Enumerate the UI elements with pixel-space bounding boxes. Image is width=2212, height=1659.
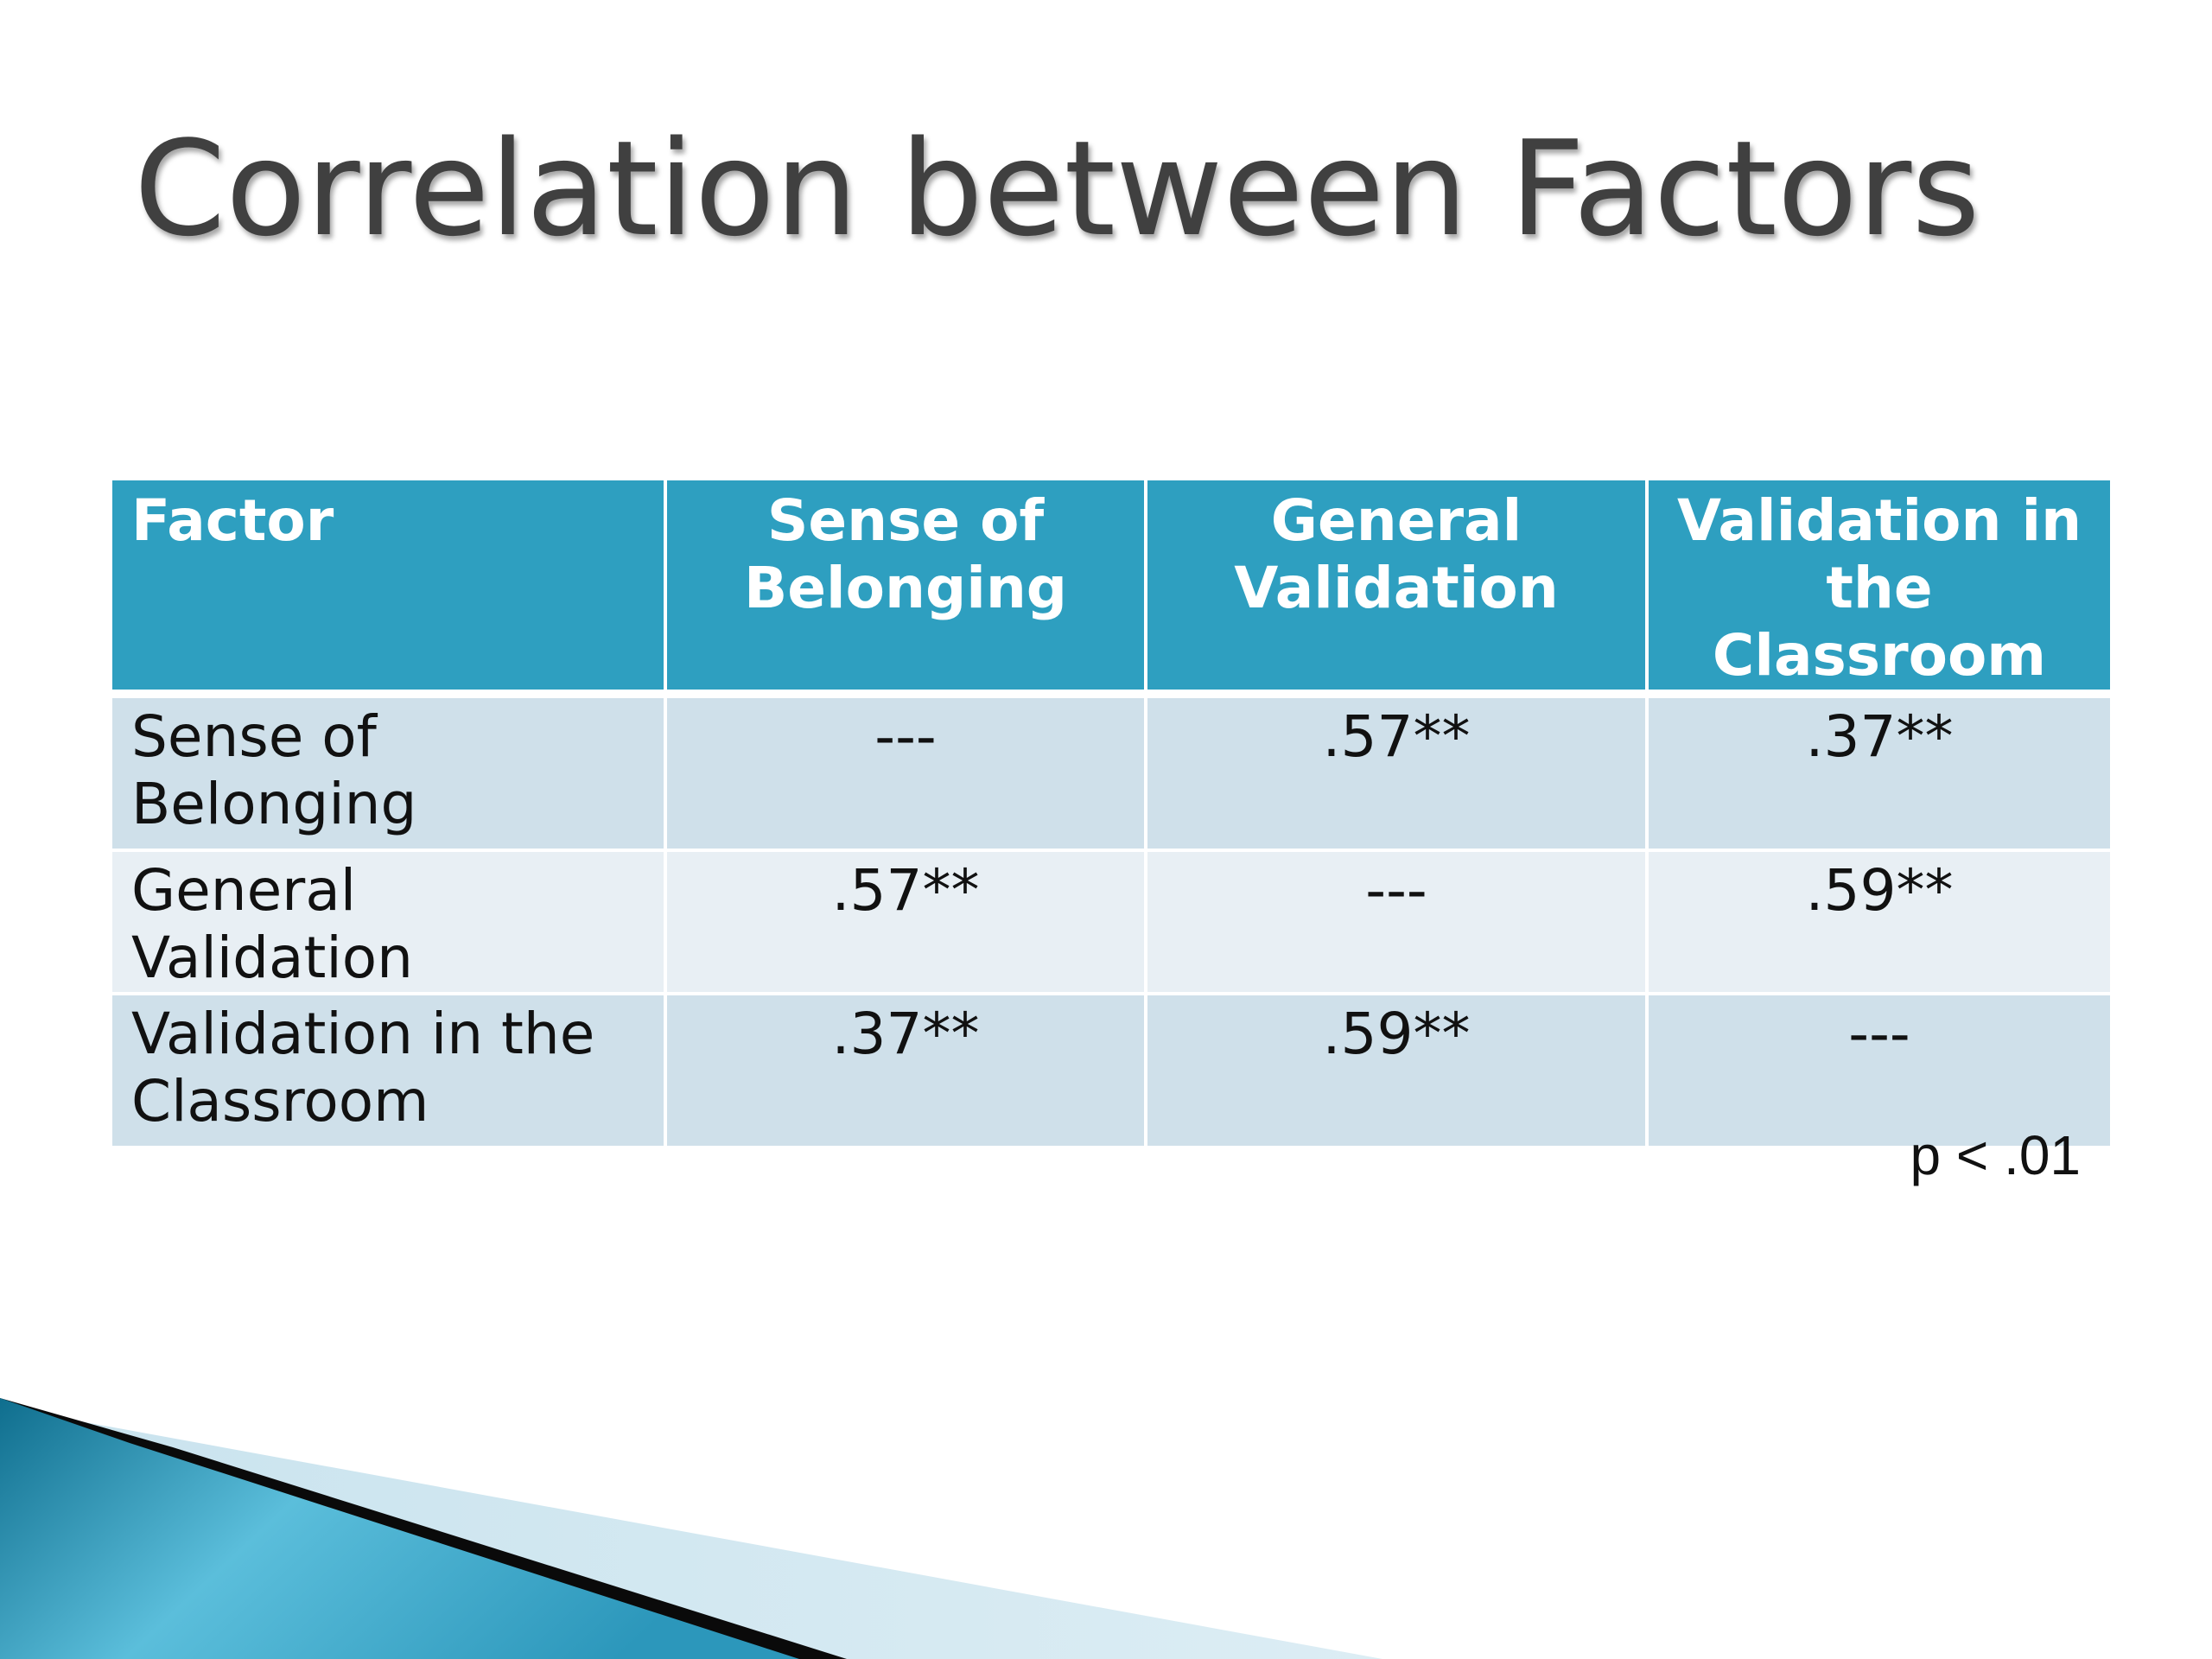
slide-title: Correlation between Factors	[134, 112, 1980, 265]
header-factor: Factor	[112, 480, 667, 698]
black-swoosh-shape	[0, 1398, 847, 1659]
table-cell: .37**	[1647, 694, 2110, 852]
significance-footnote: p < .01	[1910, 1124, 2082, 1186]
header-general-validation: General Validation	[1146, 480, 1649, 698]
table-cell: .59**	[1647, 850, 2110, 995]
table-cell: ---	[665, 694, 1147, 852]
table-row: General Validation .57** --- .59**	[112, 850, 2110, 995]
row-label: Sense of Belonging	[112, 694, 667, 852]
table-cell: ---	[1647, 994, 2110, 1149]
table-cell: .57**	[665, 850, 1147, 995]
table-row: Validation in the Classroom .37** .59** …	[112, 994, 2110, 1149]
pale-swoosh-shape	[0, 1407, 1382, 1659]
correlation-table: Factor Sense of Belonging General Valida…	[112, 480, 2110, 1149]
row-label: Validation in the Classroom	[112, 994, 667, 1149]
header-validation-in-classroom: Validation in the Classroom	[1647, 480, 2110, 698]
teal-swoosh-shape	[0, 1398, 799, 1659]
row-label: General Validation	[112, 850, 667, 995]
table-cell: ---	[1146, 850, 1649, 995]
table-cell: .59**	[1146, 994, 1649, 1149]
header-sense-of-belonging: Sense of Belonging	[665, 480, 1147, 698]
table-header-row: Factor Sense of Belonging General Valida…	[112, 480, 2110, 698]
table-row: Sense of Belonging --- .57** .37**	[112, 694, 2110, 852]
table-cell: .57**	[1146, 694, 1649, 852]
table-cell: .37**	[665, 994, 1147, 1149]
